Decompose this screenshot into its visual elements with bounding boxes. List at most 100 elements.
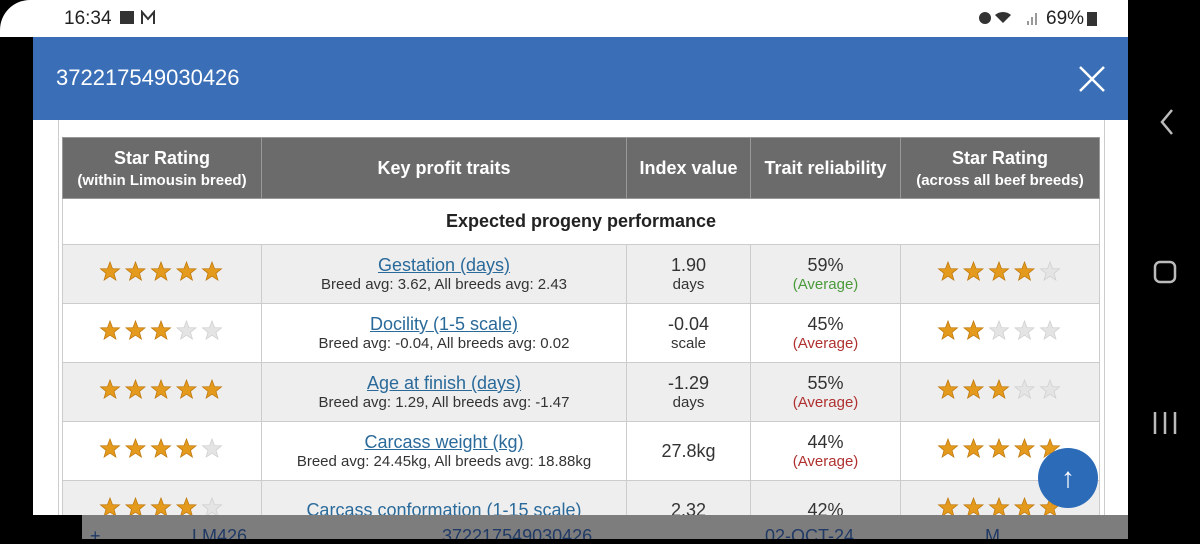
star-filled: [175, 378, 198, 400]
star-empty: [988, 319, 1010, 341]
system-icons: [979, 11, 1037, 25]
index-unit: days: [672, 394, 705, 411]
nav-icons: [1153, 109, 1177, 434]
star-filled: [962, 319, 985, 341]
column-header: Star Rating (across all beef breeds): [900, 137, 1100, 199]
reliability-label: (Average): [792, 335, 859, 352]
star-rating: [937, 496, 1061, 515]
index-cell: -0.04 scale: [626, 303, 751, 363]
header-title: Star Rating: [951, 147, 1048, 168]
index-value: -1.29: [667, 373, 710, 393]
star-filled: [124, 378, 147, 400]
star-rating: [99, 378, 223, 400]
star-filled: [962, 260, 985, 282]
trait-link[interactable]: Carcass weight (kg): [364, 432, 524, 452]
header-row: Star Rating (within Limousin breed) Key pr…: [62, 137, 1100, 199]
column-header: Trait reliability: [750, 137, 901, 199]
trait-link[interactable]: Age at finish (days): [366, 373, 522, 393]
trait-link[interactable]: Gestation (days): [377, 255, 511, 275]
star-filled: [937, 378, 959, 400]
star-rating: [937, 319, 1061, 341]
reliability-cell: 42%: [750, 480, 901, 515]
home-button[interactable]: [1153, 260, 1177, 284]
battery: 69%: [1046, 8, 1085, 29]
column-header: Star Rating (within Limousin breed): [62, 137, 262, 199]
header-title: Trait reliability: [764, 157, 887, 178]
star-rating: [937, 378, 1061, 400]
star-rating: [937, 437, 1061, 459]
reliability-label: (Average): [792, 453, 859, 470]
trait-row: Carcass weight (kg) Breed avg: 24.45kg, A…: [62, 421, 1100, 481]
star-empty: [1013, 378, 1036, 400]
star-filled: [937, 319, 959, 341]
star-filled: [99, 496, 121, 515]
breed-stars-cell: [62, 303, 262, 363]
star-filled: [124, 496, 147, 515]
index-unit: days: [672, 276, 705, 293]
clock: 16:34: [64, 8, 112, 29]
index-cell: -1.29 days: [626, 362, 751, 422]
trait-row: Carcass conformation (1-15 scale) 2.32 42%: [62, 480, 1100, 516]
star-filled: [150, 378, 172, 400]
star-filled: [1013, 437, 1036, 459]
star-rating: [99, 319, 223, 341]
card: Star Rating (within Limousin breed) Key pr…: [58, 120, 1105, 515]
breed: LM426: [192, 526, 248, 539]
star-empty: [1039, 378, 1061, 400]
trait-link[interactable]: Docility (1-5 scale): [369, 314, 519, 334]
star-rating: [99, 437, 223, 459]
section-row: Expected progeny performance: [62, 198, 1100, 245]
star-filled: [175, 260, 198, 282]
star-filled: [1013, 260, 1036, 282]
star-filled: [150, 496, 172, 515]
star-rating: [937, 260, 1061, 282]
trait-row: Docility (1-5 scale) Breed avg: -0.04, Al…: [62, 303, 1100, 363]
trait-cell: Docility (1-5 scale) Breed avg: -0.04, Al…: [261, 303, 627, 363]
star-filled: [1013, 496, 1036, 515]
all-stars-cell: [900, 362, 1100, 422]
date: 02-OCT-24: [765, 526, 855, 539]
index-value: -0.04: [667, 314, 710, 334]
reliability-cell: 45% (Average): [750, 303, 901, 363]
star-filled: [124, 437, 147, 459]
close-button[interactable]: [1078, 65, 1106, 93]
star-empty: [201, 496, 223, 515]
trait-averages: Breed avg: -0.04, All breeds avg: 0.02: [318, 335, 570, 352]
star-filled: [937, 437, 959, 459]
index-cell: 2.32: [626, 480, 751, 516]
trait-row: Gestation (days) Breed avg: 3.62, All bre…: [62, 244, 1100, 304]
sex: M: [985, 526, 1000, 539]
index-unit: scale: [670, 335, 707, 352]
back-button[interactable]: [1160, 109, 1173, 135]
star-filled: [962, 378, 985, 400]
header-title: Key profit traits: [377, 157, 511, 178]
column-header: Key profit traits: [261, 137, 627, 199]
index-value: 2.32: [670, 499, 707, 516]
reliability-value: 55%: [807, 373, 844, 393]
breed-stars-cell: [62, 362, 262, 422]
animal-id: 372217549030426: [442, 526, 593, 539]
trait-cell: Carcass weight (kg) Breed avg: 24.45kg, A…: [261, 421, 627, 481]
star-empty: [1039, 260, 1061, 282]
star-empty: [201, 437, 223, 459]
star-empty: [201, 319, 223, 341]
star-filled: [175, 496, 198, 515]
dialog-header: 372217549030426: [33, 37, 1128, 120]
all-stars-cell: [900, 303, 1100, 363]
scroll-top-button[interactable]: ↑: [1038, 448, 1098, 508]
trait-link[interactable]: Carcass conformation (1-15 scale): [306, 499, 582, 516]
reliability-cell: 44% (Average): [750, 421, 901, 481]
trait-row: Age at finish (days) Breed avg: 1.29, All…: [62, 362, 1100, 422]
star-filled: [175, 437, 198, 459]
expand-icon: +: [90, 526, 101, 539]
star-filled: [937, 496, 959, 515]
reliability-label: (Average): [792, 394, 859, 411]
recents-button[interactable]: [1153, 412, 1177, 434]
dialog-title: 372217549030426: [56, 65, 240, 90]
index-cell: 1.90 days: [626, 244, 751, 304]
traits-table: Star Rating (within Limousin breed) Key pr…: [62, 137, 1100, 515]
star-filled: [988, 496, 1010, 515]
breed-stars-cell: [62, 244, 262, 304]
reliability-value: 44%: [807, 432, 844, 452]
